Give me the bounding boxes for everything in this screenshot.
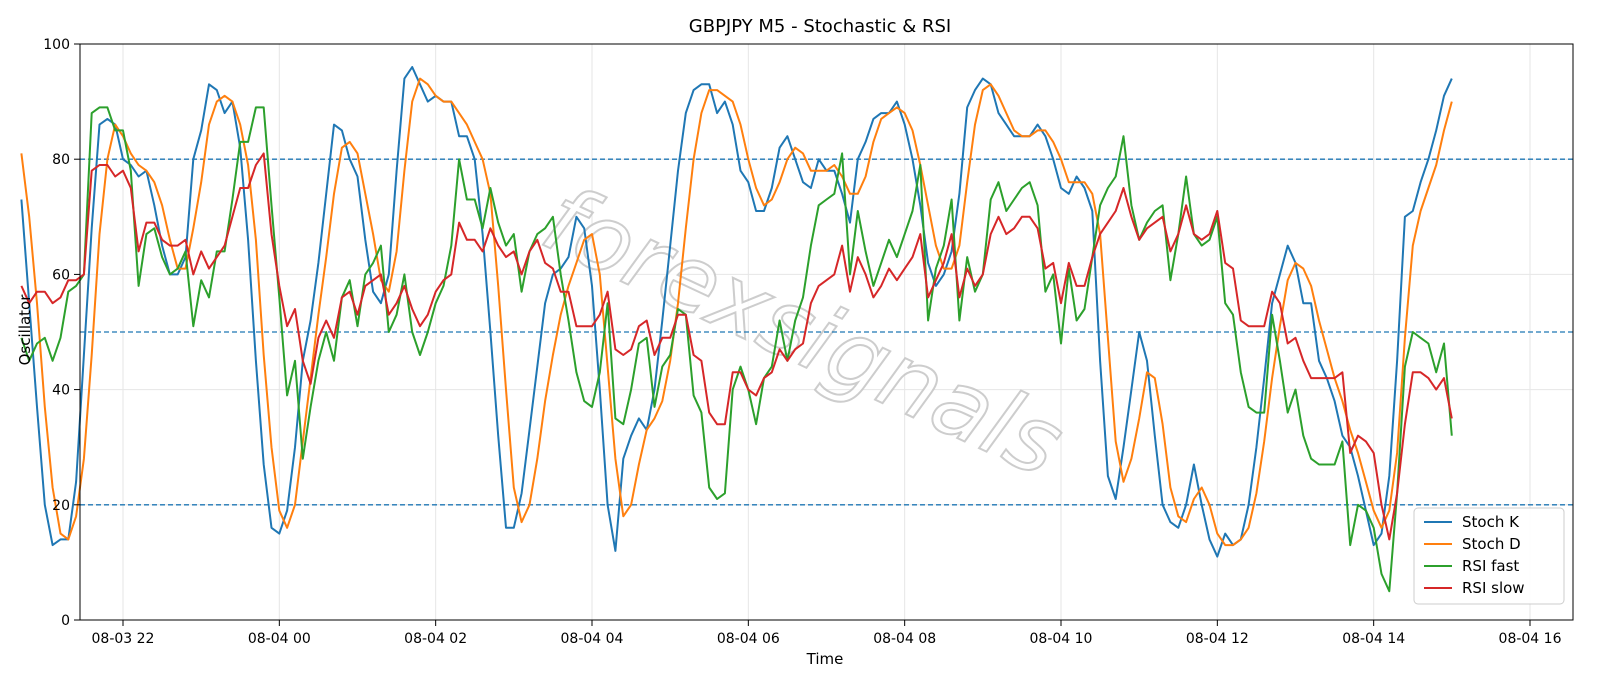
legend-box bbox=[1413, 507, 1565, 605]
y-tick-label: 80 bbox=[52, 152, 70, 168]
x-tick-label: 08-04 02 bbox=[404, 631, 467, 647]
x-tick-label: 08-04 04 bbox=[561, 631, 624, 647]
x-axis: 08-03 22 08-04 00 08-04 02 08-04 04 08-04 06… bbox=[92, 620, 1562, 647]
y-tick-label: 100 bbox=[43, 37, 70, 53]
series-line-stoch-d bbox=[20, 77, 1453, 547]
x-axis-label: Time bbox=[806, 650, 844, 668]
x-tick-label: 08-03 22 bbox=[92, 631, 155, 647]
plot-frame bbox=[79, 43, 1574, 621]
y-axis: 0 20 40 60 80 100 bbox=[43, 37, 80, 629]
series-line-rsi-slow bbox=[20, 152, 1453, 541]
x-tick-label: 08-04 12 bbox=[1186, 631, 1249, 647]
series-line-stoch-k bbox=[20, 66, 1453, 558]
y-tick-label: 0 bbox=[61, 613, 70, 629]
legend-label-stoch-d: Stoch D bbox=[1462, 535, 1521, 553]
series-line-rsi-fast bbox=[20, 106, 1453, 593]
series-lines bbox=[20, 66, 1453, 593]
legend: Stoch K Stoch D RSI fast RSI slow bbox=[1413, 507, 1565, 605]
legend-label-rsi-fast: RSI fast bbox=[1462, 557, 1519, 575]
x-tick-label: 08-04 00 bbox=[248, 631, 311, 647]
chart-title: GBPJPY M5 - Stochastic & RSI bbox=[689, 16, 951, 37]
x-tick-label: 08-04 14 bbox=[1342, 631, 1405, 647]
y-tick-label: 40 bbox=[52, 383, 70, 399]
legend-label-stoch-k: Stoch K bbox=[1462, 513, 1520, 531]
x-tick-label: 08-04 16 bbox=[1499, 631, 1562, 647]
reference-lines bbox=[80, 158, 1573, 506]
y-tick-label: 60 bbox=[52, 267, 70, 283]
x-tick-label: 08-04 06 bbox=[717, 631, 780, 647]
x-tick-label: 08-04 08 bbox=[873, 631, 936, 647]
legend-label-rsi-slow: RSI slow bbox=[1462, 579, 1525, 597]
y-axis-label: Oscillator bbox=[16, 294, 34, 366]
y-tick-label: 20 bbox=[52, 498, 70, 514]
x-tick-label: 08-04 10 bbox=[1030, 631, 1093, 647]
